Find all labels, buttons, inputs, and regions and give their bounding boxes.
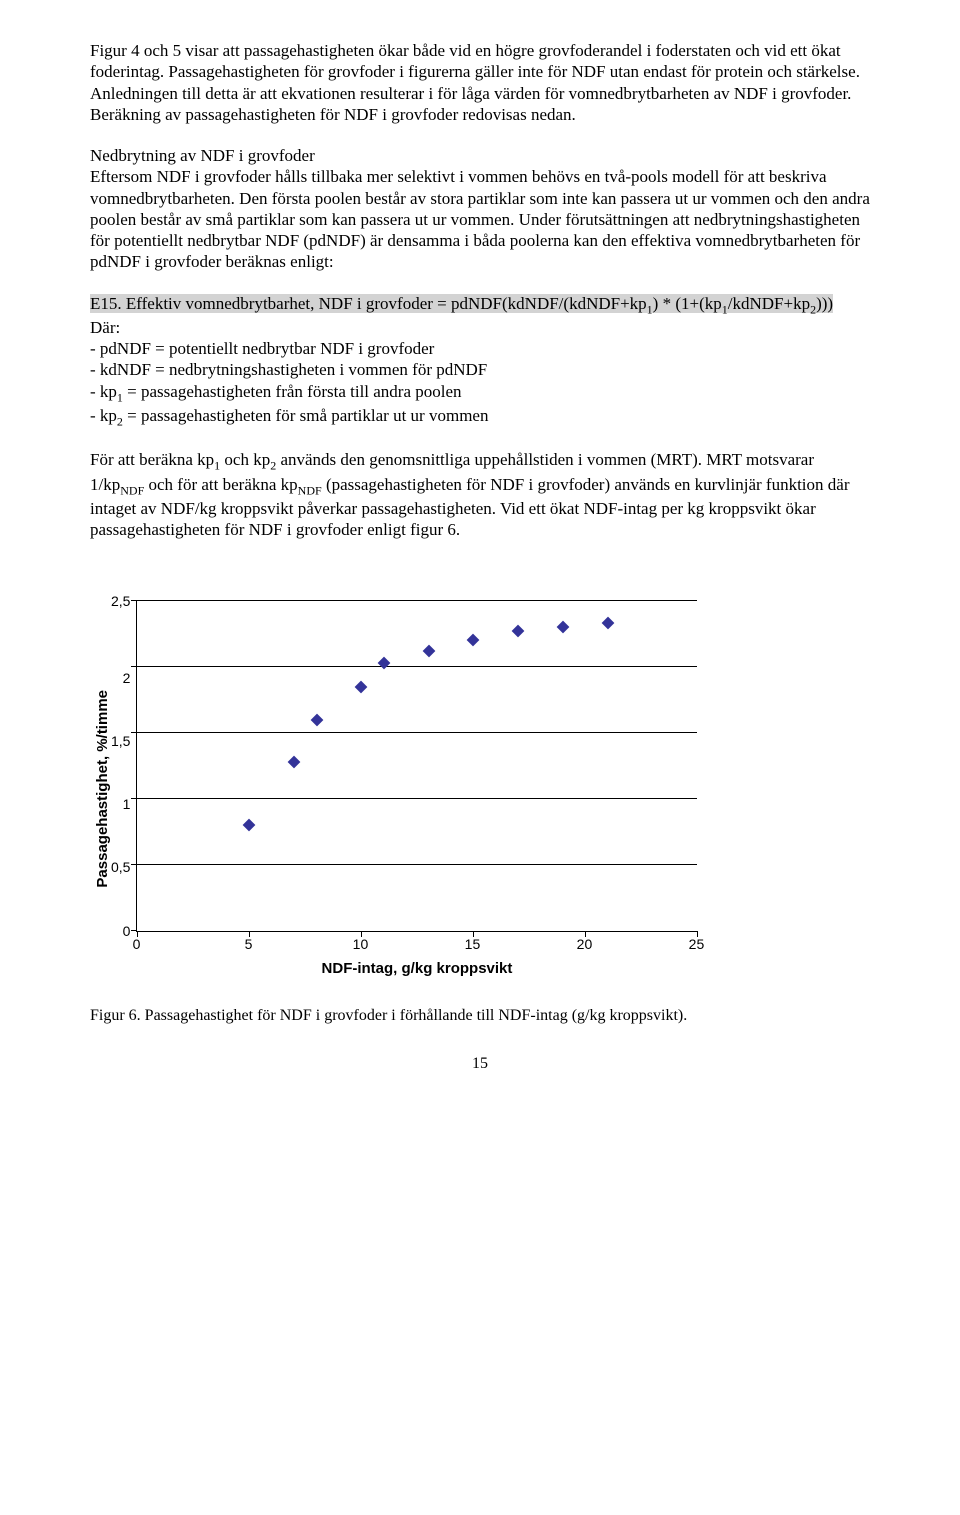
chart-gridline xyxy=(137,666,697,667)
chart-xtick-label: 15 xyxy=(465,936,481,952)
def-text: = passagehastigheten från första till an… xyxy=(123,382,462,401)
chart-xtick-label: 5 xyxy=(245,936,253,952)
def-text: - kp xyxy=(90,406,117,425)
def-kp2: - kp2 = passagehastigheten för små parti… xyxy=(90,405,870,429)
chart-xtick-label: 10 xyxy=(353,936,369,952)
chart-ytick-label: 2,5 xyxy=(111,594,130,608)
chart-marker xyxy=(310,713,323,726)
p3-sub: NDF xyxy=(120,483,144,497)
chart-marker xyxy=(557,621,570,634)
equation-e15: E15. Effektiv vomnedbrytbarhet, NDF i gr… xyxy=(90,294,833,313)
chart-gridline xyxy=(137,732,697,733)
definitions-block: Där: - pdNDF = potentiellt nedbrytbar ND… xyxy=(90,317,870,430)
def-text: - kp xyxy=(90,382,117,401)
chart-ytick-label: 0,5 xyxy=(111,860,130,874)
eq-text: E15. Effektiv vomnedbrytbarhet, NDF i gr… xyxy=(90,294,647,313)
figure-6-chart: Passagehastighet, %/timme 2,521,510,50 0… xyxy=(90,601,870,977)
chart-plot-area xyxy=(136,601,697,932)
chart-xtick-label: 20 xyxy=(577,936,593,952)
chart-ytick-label: 2 xyxy=(111,671,130,685)
chart-tickmark-y xyxy=(131,732,137,733)
chart-yticks: 2,521,510,50 xyxy=(111,601,136,931)
def-text: = passagehastigheten för små partiklar u… xyxy=(123,406,489,425)
chart-marker xyxy=(355,680,368,693)
chart-tickmark-y xyxy=(131,864,137,865)
chart-xtick-label: 0 xyxy=(133,936,141,952)
paragraph-1: Figur 4 och 5 visar att passagehastighet… xyxy=(90,40,870,125)
p3-text: och för att beräkna kp xyxy=(144,475,297,494)
section-heading: Nedbrytning av NDF i grovfoder xyxy=(90,145,870,166)
figure-6-caption: Figur 6. Passagehastighet för NDF i grov… xyxy=(90,1007,870,1025)
chart-ylabel: Passagehastighet, %/timme xyxy=(90,690,111,888)
chart-xticks: 0510152025 xyxy=(136,932,696,952)
chart-xlabel: NDF-intag, g/kg kroppsvikt xyxy=(136,960,697,977)
section-2: Nedbrytning av NDF i grovfoder Eftersom … xyxy=(90,145,870,273)
chart-gridline xyxy=(137,798,697,799)
def-kp1: - kp1 = passagehastigheten från första t… xyxy=(90,381,870,405)
p3-text: För att beräkna kp xyxy=(90,450,214,469)
chart-marker xyxy=(422,645,435,658)
p3-text: och kp xyxy=(220,450,270,469)
chart-ytick-label: 1 xyxy=(111,797,130,811)
def-dar: Där: xyxy=(90,317,870,338)
p3-sub: NDF xyxy=(298,483,322,497)
chart-gridline xyxy=(137,864,697,865)
chart-marker xyxy=(512,625,525,638)
equation-block: E15. Effektiv vomnedbrytbarhet, NDF i gr… xyxy=(90,293,870,317)
eq-text: /kdNDF+kp xyxy=(728,294,810,313)
chart-marker xyxy=(467,634,480,647)
chart-marker xyxy=(377,656,390,669)
chart-xtick-label: 25 xyxy=(689,936,705,952)
chart-inner: 2,521,510,50 0510152025 NDF-intag, g/kg … xyxy=(111,601,697,977)
paragraph-3: För att beräkna kp1 och kp2 används den … xyxy=(90,449,870,540)
chart-gridline xyxy=(137,600,697,601)
eq-text: ))) xyxy=(816,294,833,313)
chart-body: 2,521,510,50 xyxy=(111,601,697,932)
document-page: Figur 4 och 5 visar att passagehastighet… xyxy=(0,0,960,1113)
chart-ytick-label: 0 xyxy=(111,924,130,938)
eq-text: ) * (1+(kp xyxy=(653,294,722,313)
chart-tickmark-y xyxy=(131,600,137,601)
def-pdndf: - pdNDF = potentiellt nedbrytbar NDF i g… xyxy=(90,338,870,359)
chart-marker xyxy=(601,617,614,630)
paragraph-2: Eftersom NDF i grovfoder hålls tillbaka … xyxy=(90,166,870,272)
chart-ytick-label: 1,5 xyxy=(111,734,130,748)
chart-marker xyxy=(288,755,301,768)
page-number: 15 xyxy=(90,1055,870,1073)
chart-tickmark-y xyxy=(131,666,137,667)
chart-tickmark-y xyxy=(131,798,137,799)
def-kdndf: - kdNDF = nedbrytningshastigheten i vomm… xyxy=(90,359,870,380)
chart-marker xyxy=(243,819,256,832)
